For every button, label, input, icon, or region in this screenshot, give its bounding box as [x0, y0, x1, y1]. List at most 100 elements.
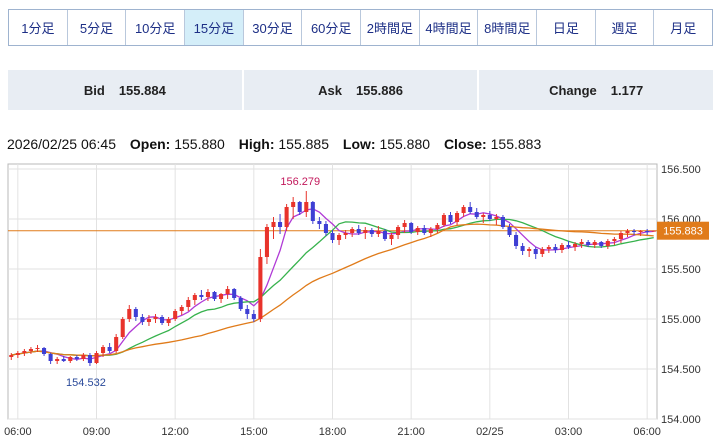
candle — [618, 231, 623, 243]
candle-body — [166, 319, 171, 323]
candle-body — [114, 337, 119, 351]
candlestick-chart[interactable]: 154.000154.500155.000155.500156.000156.5… — [0, 156, 720, 441]
candle-body — [599, 242, 604, 246]
candle-body — [625, 231, 630, 233]
candle-body — [527, 249, 532, 251]
candle-body — [323, 224, 328, 233]
tab-timeframe[interactable]: 2時間足 — [361, 10, 420, 45]
candle-body — [55, 359, 60, 361]
candle-body — [120, 319, 125, 337]
change-label: Change — [549, 82, 597, 98]
x-tick-label: 15:00 — [240, 426, 268, 438]
candle-body — [487, 215, 492, 219]
candle — [566, 241, 571, 249]
candle — [304, 191, 309, 217]
current-price-tag — [657, 221, 709, 240]
tab-timeframe[interactable]: 10分足 — [126, 10, 186, 45]
candle-body — [618, 233, 623, 239]
candle — [382, 229, 387, 241]
candle-body — [238, 298, 243, 309]
candle-body — [605, 241, 610, 246]
candle — [297, 201, 302, 215]
candle — [245, 305, 250, 319]
tab-timeframe[interactable]: 4時間足 — [420, 10, 479, 45]
candle-body — [264, 227, 269, 257]
candle — [402, 220, 407, 233]
candle — [94, 351, 99, 364]
candle — [533, 247, 538, 259]
candle — [264, 224, 269, 264]
candle-body — [284, 207, 289, 227]
candle — [487, 211, 492, 221]
candle — [317, 217, 322, 229]
candle — [559, 243, 564, 253]
candle — [330, 230, 335, 243]
candle — [546, 245, 551, 253]
candle-body — [455, 213, 460, 222]
tab-timeframe[interactable]: 5分足 — [68, 10, 127, 45]
candle — [271, 217, 276, 239]
candle-body — [297, 202, 302, 212]
tab-timeframe[interactable]: 30分足 — [244, 10, 303, 45]
tab-timeframe[interactable]: 月足 — [670, 21, 697, 36]
candle — [120, 317, 125, 339]
candle — [461, 205, 466, 217]
tab-timeframe[interactable]: 週足 — [596, 10, 655, 45]
candle-body — [481, 215, 486, 217]
candle — [455, 211, 460, 225]
candle — [133, 307, 138, 321]
candle — [514, 232, 519, 249]
candle-body — [441, 215, 446, 225]
candle — [146, 315, 151, 326]
tab-timeframe[interactable]: 1分足 — [9, 10, 68, 45]
candle-body — [573, 244, 578, 247]
candle — [592, 240, 597, 248]
high-label: High: — [238, 136, 275, 152]
candle — [448, 212, 453, 224]
candle — [356, 225, 361, 235]
candle-body — [87, 355, 92, 363]
candle-body — [382, 231, 387, 239]
candle — [219, 293, 224, 303]
candle-body — [179, 307, 184, 311]
candle-body — [494, 217, 499, 219]
candle-body — [402, 223, 407, 227]
candle — [101, 345, 106, 357]
candle-body — [28, 349, 33, 351]
y-tick-label: 154.500 — [661, 364, 701, 376]
candle — [48, 353, 53, 364]
candle-body — [133, 309, 138, 317]
tab-timeframe[interactable]: 日足 — [537, 10, 596, 45]
candle — [579, 239, 584, 248]
candle — [651, 230, 656, 232]
candle — [553, 244, 558, 253]
x-tick-label: 06:00 — [4, 426, 32, 438]
candle-body — [559, 245, 564, 250]
high-annotation: 156.279 — [280, 176, 320, 188]
candle-body — [186, 300, 191, 307]
candle-body — [140, 317, 145, 322]
tab-timeframe[interactable]: 8時間足 — [478, 10, 538, 45]
candle-body — [153, 317, 158, 319]
candle — [435, 223, 440, 233]
candle-body — [317, 221, 322, 224]
candle — [527, 247, 532, 257]
candle-body — [146, 319, 151, 322]
candle-body — [389, 235, 394, 239]
candle-body — [461, 207, 466, 213]
low-label: Low: — [342, 136, 376, 152]
candle — [415, 226, 420, 235]
candle — [468, 202, 473, 214]
candle — [173, 309, 178, 321]
candle-body — [15, 353, 20, 355]
candle — [160, 315, 165, 325]
y-tick-label: 156.500 — [661, 164, 701, 176]
tab-timeframe[interactable]: 15分足 — [185, 10, 244, 45]
candle — [42, 347, 47, 356]
low-annotation: 154.532 — [66, 377, 106, 389]
candle — [225, 286, 230, 299]
x-tick-label: 03:00 — [555, 426, 583, 438]
candle — [363, 227, 368, 239]
candle-body — [225, 289, 230, 294]
tab-timeframe[interactable]: 60分足 — [302, 10, 362, 45]
